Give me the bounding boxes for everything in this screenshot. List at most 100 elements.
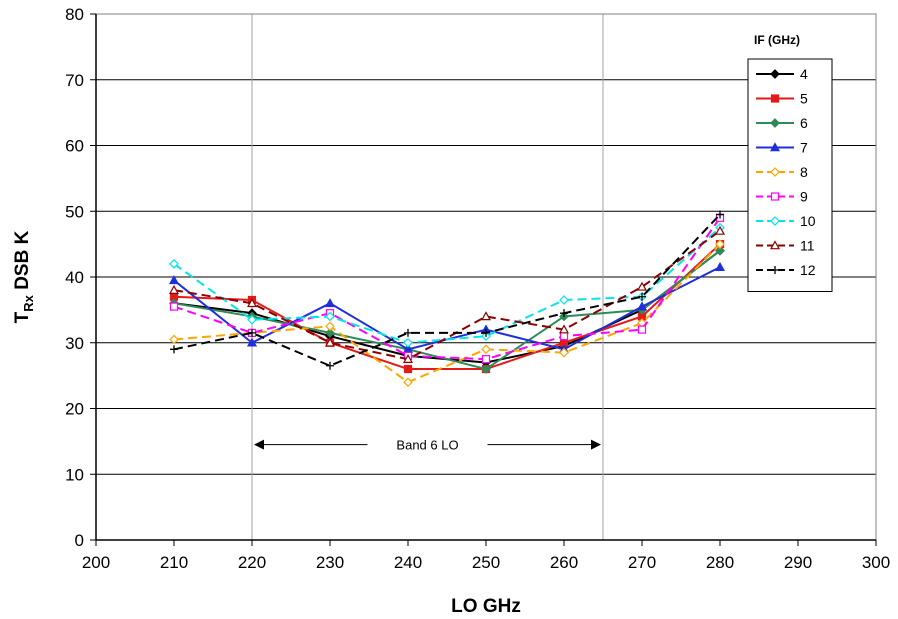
data-point [480,311,492,321]
data-point [559,295,569,305]
data-point [246,298,258,308]
data-point [325,321,335,332]
legend-label: 11 [800,238,815,254]
data-point [638,292,646,301]
legend-item: 11 [756,238,815,254]
data-point [714,225,726,235]
y-tick-label: 80 [65,5,84,24]
y-tick-label: 60 [65,137,84,156]
data-point [402,353,414,363]
data-point [559,332,569,341]
y-tick-label: 40 [65,268,84,287]
series-line [173,213,721,367]
legend-marker [770,192,780,201]
band-annotation: Band 6 LO [254,438,601,453]
data-point [481,344,491,355]
data-point [168,284,180,294]
legend-label: 12 [800,262,816,278]
data-point [325,328,335,338]
legend-marker [770,118,780,128]
legend-marker [770,69,780,79]
legend-marker [769,142,781,152]
y-tick-label: 70 [65,71,84,90]
legend-box [747,58,833,292]
legend-item: 6 [756,115,808,131]
legend-item: 9 [756,189,808,205]
y-axis-title-rest: DSB K [12,230,33,295]
data-point [481,355,491,364]
data-point [714,261,726,271]
legend-label: 10 [800,213,816,229]
data-point [716,210,724,219]
series-line [173,217,721,361]
legend-label: 5 [800,91,808,107]
data-point [636,301,648,311]
data-point [715,245,725,256]
data-point [559,347,569,358]
data-point [170,345,178,354]
legend: 4 5 6 7 8 9 10 11 12 [747,58,833,292]
legend-item: 8 [756,164,808,180]
legend-marker [770,167,780,177]
series-line [173,243,721,371]
legend-label: 4 [800,66,808,82]
data-point [482,328,490,337]
legend-item: 4 [756,66,808,82]
data-point [404,328,412,337]
data-point [248,328,256,337]
legend-title: IF (GHz) [754,33,800,47]
arrowhead-right-icon [591,439,601,450]
data-point [247,314,257,325]
data-point [636,281,648,291]
y-tick-label: 10 [65,465,84,484]
legend-marker [770,216,780,226]
y-tick-label: 20 [65,400,84,419]
legend-item: 5 [756,91,808,107]
y-tick-label: 30 [65,334,84,353]
y-tick-label: 50 [65,202,84,221]
data-point [481,364,491,374]
x-axis-title: LO GHz [451,596,521,617]
data-point [403,377,413,388]
y-tick-label: 0 [75,531,84,550]
x-axis: 200 210 220 230 240 250 260 270 280 290 300 [82,539,890,572]
band-boundary-lines [251,14,604,540]
legend-item: 12 [756,262,816,278]
legend-marker [770,94,780,103]
series-line [173,249,721,371]
data-point [560,309,568,318]
y-axis-title-subscript: Rx [21,294,36,311]
data-point [324,298,336,308]
data-point [558,324,570,334]
y-axis: 0 10 20 30 40 50 60 70 80 [65,5,97,550]
y-axis-title-main: T [12,311,33,323]
x-tick-label: 290 [784,553,812,572]
legend-label: 7 [800,140,808,156]
data-point [325,311,335,322]
legend-marker [771,266,779,274]
data-point [168,275,180,285]
legend-marker [769,240,781,250]
legend-label: 6 [800,115,808,131]
x-tick-label: 270 [628,553,656,572]
x-tick-label: 220 [238,553,266,572]
data-point [169,259,179,269]
series-11 [168,225,726,363]
data-point [324,337,336,347]
legend-item: 10 [756,213,816,229]
legend-label: 9 [800,189,808,205]
x-tick-label: 240 [394,553,422,572]
data-point [403,337,413,348]
data-point [169,302,179,311]
series-line [173,243,721,384]
series-line [173,266,721,351]
data-point [246,337,258,347]
y-axis-title: TRx DSB K [12,230,36,323]
x-tick-label: 230 [316,553,344,572]
series-12 [170,210,724,370]
x-tick-label: 280 [706,553,734,572]
x-tick-label: 200 [82,553,110,572]
x-tick-label: 210 [160,553,188,572]
series-line [173,226,721,344]
